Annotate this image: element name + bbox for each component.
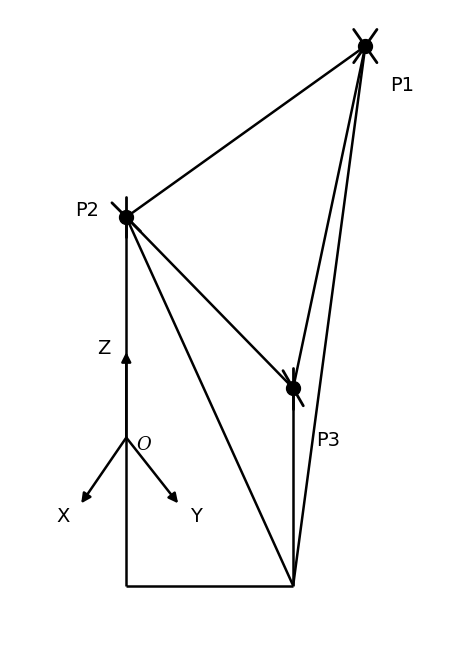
Text: Y: Y — [190, 507, 202, 526]
Text: O: O — [136, 436, 151, 455]
Text: X: X — [56, 507, 70, 526]
Text: Z: Z — [97, 340, 110, 358]
Text: P3: P3 — [316, 431, 340, 450]
Text: P1: P1 — [390, 76, 414, 95]
Text: P2: P2 — [75, 201, 99, 220]
